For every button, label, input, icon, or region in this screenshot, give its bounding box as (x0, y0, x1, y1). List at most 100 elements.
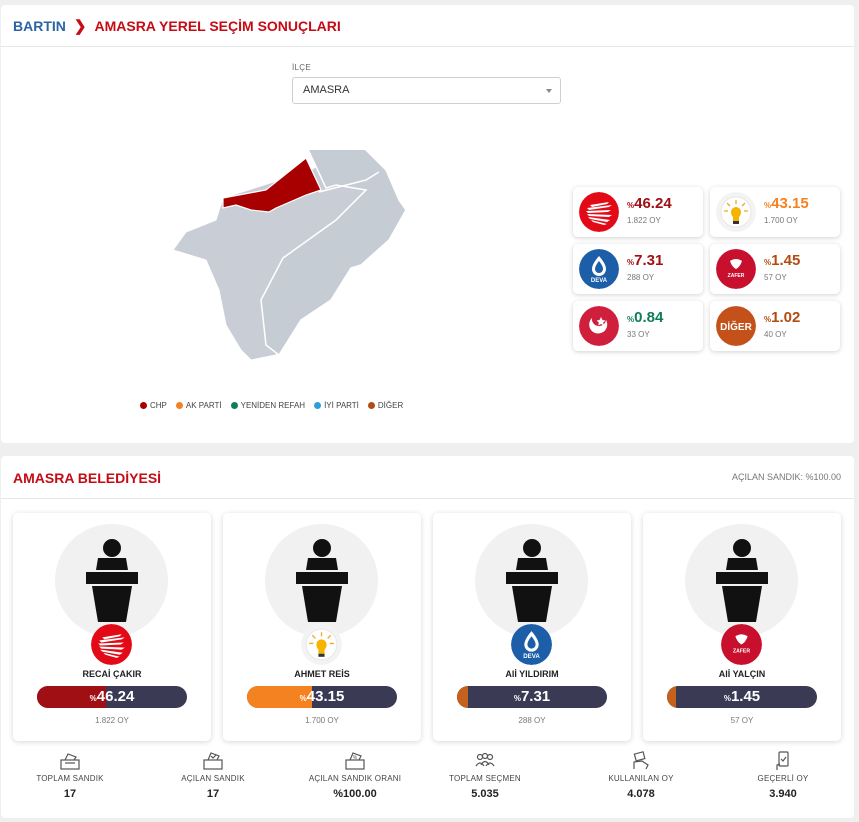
legend-item[interactable]: CHP (140, 401, 167, 410)
percent-sign: % (764, 258, 772, 267)
stat-label: AÇILAN SANDIK (181, 774, 245, 783)
map-region-east[interactable] (260, 150, 407, 357)
svg-text:DEVA: DEVA (591, 278, 608, 284)
stat-value: 3.940 (769, 788, 797, 800)
stat-item: TOPLAM SANDIK 17 (10, 751, 130, 800)
legend-label: YENİDEN REFAH (240, 401, 306, 410)
candidate-card[interactable]: RECAİ ÇAKIR %46.24 1.822 OY (13, 513, 211, 741)
percent-sign: % (764, 201, 772, 210)
stat-value: 17 (206, 788, 220, 800)
candidate-vote-bar-fill (457, 686, 468, 708)
candidate-card[interactable]: ZAFER Alİ YALÇIN %1.45 57 OY (643, 513, 841, 741)
municipality-title: AMASRA BELEDİYESİ (13, 470, 162, 486)
percent-sign: % (89, 694, 97, 703)
candidate-name: Alİ YALÇIN (718, 669, 766, 679)
percent-sign: % (627, 201, 635, 210)
candidate-votes: 288 OY (518, 716, 546, 725)
chp-logo-icon (579, 192, 619, 232)
legend-item[interactable]: DİĞER (367, 401, 403, 410)
district-select[interactable]: AMASRA (292, 77, 561, 104)
legend-label: İYİ PARTİ (324, 401, 359, 410)
valid-vote-icon (723, 751, 843, 771)
svg-text:ZAFER: ZAFER (733, 649, 750, 655)
deva-logo-icon: DEVA (579, 249, 619, 289)
candidate-votes: 1.822 OY (95, 716, 129, 725)
legend-dot-icon (230, 402, 238, 409)
candidate-podium-icon (704, 538, 780, 627)
candidate-percent: %43.15 (247, 688, 397, 705)
party-percent-value: 1.45 (771, 252, 801, 269)
candidate-name: Alİ YILDIRIM (505, 669, 559, 679)
candidate-votes: 1.700 OY (305, 716, 339, 725)
party-legend: CHP AK PARTİ YENİDEN REFAH İYİ PARTİ DİĞER (140, 401, 403, 410)
candidate-name: AHMET REİS (294, 669, 350, 679)
percent-sign: % (627, 258, 635, 267)
legend-item[interactable]: İYİ PARTİ (314, 401, 359, 410)
percent-sign: % (764, 315, 772, 324)
svg-text:ZAFER: ZAFER (728, 273, 745, 279)
voters-icon (425, 751, 545, 771)
legend-label: CHP (150, 401, 167, 410)
opened-boxes-status: AÇILAN SANDIK: %100.00 (731, 472, 841, 482)
candidate-podium-icon (284, 538, 360, 627)
party-percent: %46.24 (627, 195, 672, 212)
candidate-vote-bar-fill (667, 686, 676, 708)
legend-label: AK PARTİ (185, 401, 222, 410)
party-percent-value: 1.02 (771, 309, 801, 326)
party-percent: %0.84 (627, 309, 663, 326)
svg-text:DİĞER: DİĞER (720, 320, 752, 333)
party-votes: 57 OY (764, 273, 787, 282)
legend-dot-icon (140, 402, 147, 409)
district-map (172, 150, 407, 361)
stat-label: TOPLAM SANDIK (36, 774, 104, 783)
breadcrumb-province[interactable]: BARTIN (13, 17, 66, 34)
party-result-card[interactable]: %0.84 33 OY (573, 301, 703, 351)
chp-logo-icon (91, 624, 132, 665)
legend-dot-icon (314, 402, 322, 409)
map-region-amasra-center[interactable] (222, 157, 322, 213)
breadcrumb: BARTIN ❯ AMASRA YEREL SEÇİM SONUÇLARI (1, 5, 854, 47)
municipality-card: AMASRA BELEDİYESİ AÇILAN SANDIK: %100.00… (1, 456, 854, 818)
percent-sign: % (513, 694, 521, 703)
stat-label: TOPLAM SEÇMEN (449, 774, 521, 783)
stat-item: GEÇERLİ OY 3.940 (723, 751, 843, 800)
svg-text:%: % (353, 755, 358, 761)
district-select-value: AMASRA (303, 84, 350, 96)
party-percent: %1.45 (764, 252, 800, 269)
stat-value: 4.078 (627, 788, 655, 800)
party-result-card[interactable]: %46.24 1.822 OY (573, 187, 703, 237)
party-votes: 1.822 OY (627, 216, 661, 225)
candidate-vote-bar: %1.45 (667, 686, 817, 708)
stat-item: % AÇILAN SANDIK ORANI %100.00 (295, 751, 415, 800)
ballot-box-icon (10, 751, 130, 771)
party-result-card[interactable]: DİĞER %1.02 40 OY (710, 301, 840, 351)
party-percent-value: 43.15 (771, 195, 809, 212)
ballot-box-percent-icon: % (295, 751, 415, 771)
candidate-card[interactable]: DEVA Alİ YILDIRIM %7.31 288 OY (433, 513, 631, 741)
stat-value: %100.00 (333, 788, 377, 800)
party-result-card[interactable]: %43.15 1.700 OY (710, 187, 840, 237)
party-percent-value: 46.24 (634, 195, 672, 212)
stat-value: 5.035 (471, 788, 499, 800)
page-title: AMASRA YEREL SEÇİM SONUÇLARI (94, 17, 341, 34)
deva-logo-icon: DEVA (511, 624, 552, 665)
party-votes: 1.700 OY (764, 216, 798, 225)
party-percent: %1.02 (764, 309, 800, 326)
party-result-card[interactable]: DEVA %7.31 288 OY (573, 244, 703, 294)
legend-dot-icon (175, 402, 183, 409)
party-percent-value: 0.84 (634, 309, 664, 326)
candidate-vote-bar: %7.31 (457, 686, 607, 708)
candidate-percent-value: 43.15 (306, 688, 345, 705)
stat-label: AÇILAN SANDIK ORANI (308, 774, 402, 783)
candidate-card[interactable]: AHMET REİS %43.15 1.700 OY (223, 513, 421, 741)
legend-dot-icon (367, 402, 375, 409)
yeniden-refah-logo-icon (579, 306, 619, 346)
stat-item: AÇILAN SANDIK 17 (153, 751, 273, 800)
stat-item: KULLANILAN OY 4.078 (581, 751, 701, 800)
legend-item[interactable]: AK PARTİ (175, 401, 222, 410)
ak-parti-logo-icon (716, 192, 756, 232)
candidate-percent-value: 7.31 (520, 688, 551, 705)
legend-item[interactable]: YENİDEN REFAH (230, 401, 306, 410)
party-result-card[interactable]: ZAFER %1.45 57 OY (710, 244, 840, 294)
ak-parti-logo-icon (301, 624, 342, 665)
